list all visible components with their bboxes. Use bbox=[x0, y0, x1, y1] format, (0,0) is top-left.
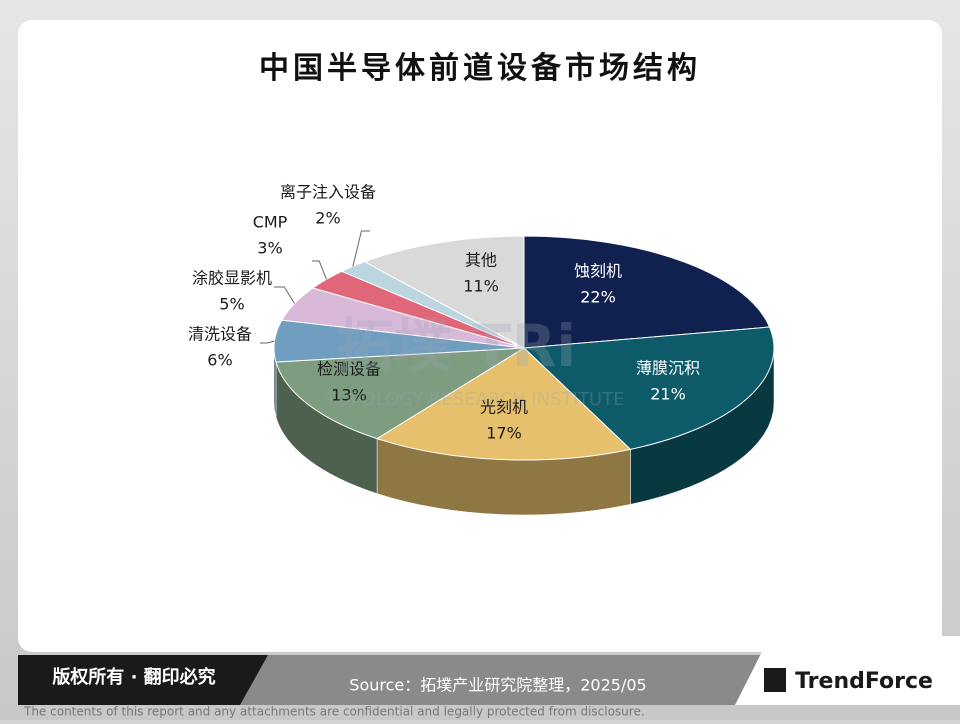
value-label: 2% bbox=[315, 209, 340, 228]
watermark-name: TOPOLOGY RESEARCH INSTITUTE bbox=[325, 389, 625, 410]
slice-label: 清洗设备 bbox=[188, 325, 252, 344]
value-label: 17% bbox=[486, 424, 522, 443]
source: Source：拓墣产业研究院整理，2025/05 bbox=[349, 676, 646, 695]
slice bbox=[275, 347, 525, 440]
brand-icon bbox=[764, 668, 786, 692]
copyright: 版权所有 · 翻印必究 bbox=[52, 666, 215, 688]
value-label: 11% bbox=[463, 277, 499, 296]
slice-label: 涂胶显影机 bbox=[192, 269, 272, 288]
slice bbox=[522, 326, 775, 450]
chart-title: 中国半导体前道设备市场结构 bbox=[259, 51, 701, 86]
slice bbox=[523, 235, 771, 349]
brand: TrendForce bbox=[795, 669, 933, 694]
leader-line bbox=[260, 340, 275, 344]
slice bbox=[363, 235, 525, 349]
pie-chart: 蚀刻机 22% 薄膜沉积 21% 光刻机 17% 检测设备 13% 清洗设备 6% 涂胶显影机 5% C… bbox=[188, 183, 775, 516]
slice-label: 薄膜沉积 bbox=[636, 359, 700, 378]
slice bbox=[375, 347, 632, 461]
leader-line bbox=[274, 286, 295, 304]
value-label: 13% bbox=[331, 386, 367, 405]
leader-line bbox=[312, 260, 327, 280]
slice-label: 离子注入设备 bbox=[280, 183, 376, 202]
slice-label: 光刻机 bbox=[480, 398, 528, 417]
copyright-box bbox=[18, 655, 268, 705]
value-label: 6% bbox=[207, 351, 232, 370]
slice-label: CMP bbox=[253, 213, 288, 232]
brand-box bbox=[735, 636, 960, 705]
watermark-logo: 拓墣 TRi bbox=[336, 312, 576, 380]
value-label: 5% bbox=[219, 295, 244, 314]
watermark: 拓墣 TRi TOPOLOGY RESEARCH INSTITUTE bbox=[325, 312, 625, 410]
value-label: 3% bbox=[257, 239, 282, 258]
value-label: 21% bbox=[650, 385, 686, 404]
value-label: 22% bbox=[580, 288, 616, 307]
disclaimer: The contents of this report and any atta… bbox=[23, 705, 645, 719]
leader-line bbox=[352, 230, 370, 267]
slice-label: 其他 bbox=[465, 251, 497, 270]
slice-label: 蚀刻机 bbox=[574, 262, 622, 281]
slice-label: 检测设备 bbox=[317, 360, 381, 379]
